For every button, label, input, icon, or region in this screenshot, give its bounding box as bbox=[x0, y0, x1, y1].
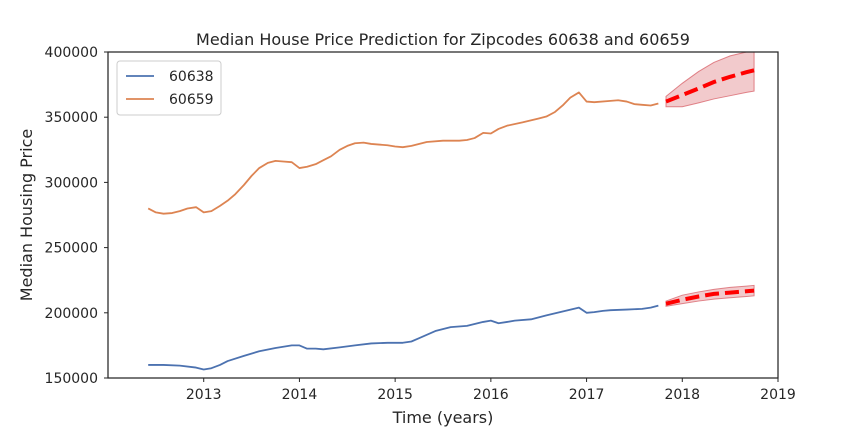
x-tick-label: 2016 bbox=[473, 387, 509, 403]
legend-box bbox=[116, 60, 222, 116]
forecast-line-60659 bbox=[665, 68, 755, 104]
legend: 60638 60659 bbox=[116, 60, 222, 116]
series-lines bbox=[147, 91, 659, 371]
forecast-bands bbox=[665, 51, 755, 307]
y-tick-label: 350000 bbox=[45, 110, 98, 126]
series-line-60638 bbox=[148, 304, 659, 371]
y-tick-label: 400000 bbox=[45, 45, 98, 61]
plot-frame bbox=[107, 51, 779, 379]
forecast-band-60659 bbox=[665, 51, 755, 108]
chart-title: Median House Price Prediction for Zipcod… bbox=[196, 30, 690, 49]
x-tick-label: 2019 bbox=[760, 387, 796, 403]
y-tick-label: 200000 bbox=[45, 306, 98, 322]
y-axis-ticks: 150000 200000 250000 300000 350000 400000 bbox=[45, 45, 108, 387]
series-line-60659 bbox=[147, 91, 659, 215]
legend-label-60638: 60638 bbox=[169, 69, 214, 85]
x-tick-label: 2018 bbox=[664, 387, 700, 403]
y-axis-label: Median Housing Price bbox=[17, 129, 36, 301]
x-tick-label: 2015 bbox=[377, 387, 413, 403]
forecast-lines bbox=[665, 68, 755, 306]
x-axis-ticks: 2013 2014 2015 2016 2017 2018 2019 bbox=[186, 378, 796, 403]
x-tick-label: 2017 bbox=[569, 387, 605, 403]
x-tick-label: 2013 bbox=[186, 387, 222, 403]
x-axis-label: Time (years) bbox=[392, 408, 494, 427]
y-tick-label: 300000 bbox=[45, 175, 98, 191]
legend-label-60659: 60659 bbox=[169, 92, 214, 108]
x-tick-label: 2014 bbox=[282, 387, 318, 403]
y-tick-label: 150000 bbox=[45, 371, 98, 387]
y-tick-label: 250000 bbox=[45, 241, 98, 257]
forecast-line-60638 bbox=[665, 288, 755, 306]
